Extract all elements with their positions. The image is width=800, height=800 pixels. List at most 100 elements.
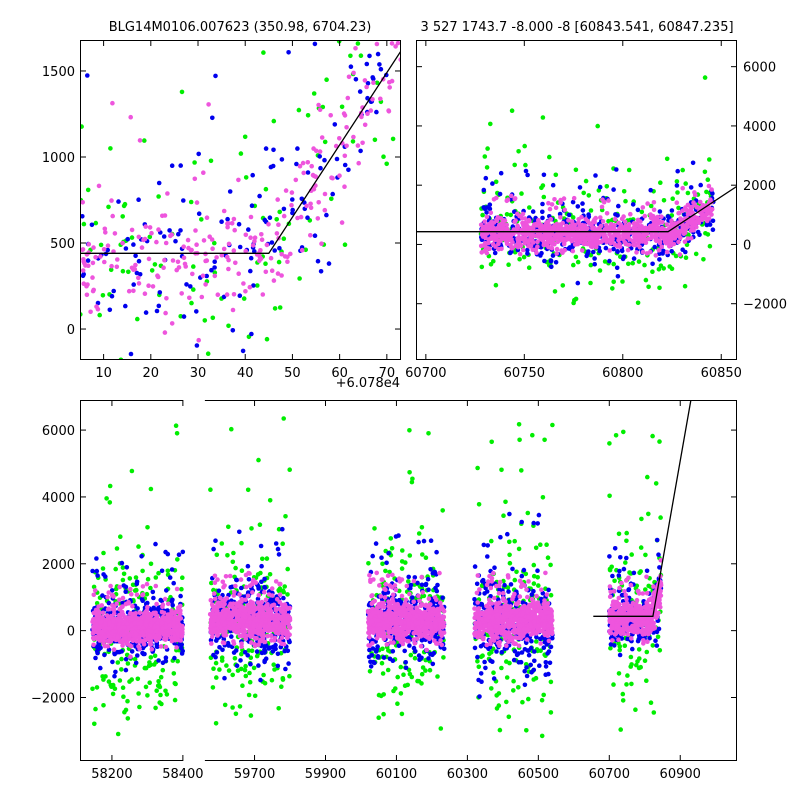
data-point-blue	[499, 650, 505, 655]
data-point-green	[172, 697, 178, 703]
data-point-green	[539, 697, 545, 703]
data-point-blue	[170, 602, 175, 608]
data-point-blue	[498, 534, 503, 540]
data-point-magenta	[586, 220, 592, 226]
data-point-blue	[154, 641, 159, 647]
data-point-magenta	[214, 255, 219, 260]
data-point-blue	[365, 81, 371, 86]
data-point-magenta	[494, 195, 499, 201]
data-point-blue	[137, 272, 143, 277]
data-point-magenta	[285, 254, 290, 260]
data-point-blue	[249, 331, 254, 337]
data-point-magenta	[163, 240, 169, 246]
data-point-magenta	[680, 208, 685, 213]
data-point-green	[420, 665, 426, 670]
data-point-green	[272, 667, 277, 672]
y-tick-label: 4000	[743, 120, 776, 135]
data-point-green	[112, 686, 118, 691]
data-point-magenta	[139, 245, 145, 250]
data-point-green	[642, 658, 648, 663]
data-point-blue	[89, 222, 95, 228]
data-point-blue	[403, 665, 409, 671]
data-point-magenta	[109, 263, 114, 269]
data-point-green	[249, 648, 255, 654]
data-point-green	[115, 660, 121, 665]
data-point-green	[707, 157, 712, 162]
data-point-blue	[419, 582, 425, 588]
data-point-green	[542, 437, 547, 443]
data-point-green	[383, 568, 388, 574]
data-point-green	[575, 259, 581, 265]
data-point-blue	[124, 565, 130, 570]
data-point-green	[540, 115, 546, 120]
data-point-blue	[618, 555, 623, 560]
data-point-blue	[262, 576, 267, 582]
data-point-green	[571, 262, 576, 268]
data-point-blue	[159, 598, 165, 604]
data-point-magenta	[659, 244, 664, 250]
data-point-blue	[305, 215, 310, 220]
data-point-green	[504, 675, 510, 680]
data-point-blue	[615, 274, 621, 279]
data-point-magenta	[704, 218, 710, 224]
data-point-blue	[256, 663, 261, 668]
data-point-magenta	[654, 233, 659, 239]
data-point-green	[399, 559, 405, 564]
data-point-green	[707, 243, 713, 249]
data-point-magenta	[85, 282, 90, 287]
data-point-magenta	[622, 225, 627, 231]
data-point-blue	[488, 594, 493, 599]
data-point-green	[226, 323, 231, 329]
data-point-green	[237, 704, 243, 709]
data-point-blue	[80, 214, 85, 219]
data-point-green	[620, 698, 626, 703]
data-point-magenta	[694, 224, 699, 230]
data-point-magenta	[618, 222, 624, 228]
data-point-blue	[516, 660, 522, 665]
data-point-green	[571, 300, 576, 306]
data-point-magenta	[304, 203, 309, 209]
data-point-magenta	[572, 222, 578, 228]
data-point-blue	[550, 182, 556, 188]
data-point-green	[553, 172, 559, 178]
data-point-magenta	[628, 211, 633, 217]
data-point-blue	[233, 648, 239, 653]
data-point-green	[271, 662, 277, 667]
data-point-magenta	[483, 235, 488, 240]
data-point-blue	[259, 563, 264, 569]
data-point-blue	[248, 255, 254, 261]
data-point-green	[643, 552, 648, 558]
data-point-blue	[330, 191, 336, 197]
data-point-magenta	[200, 273, 206, 279]
data-point-magenta	[633, 233, 638, 238]
data-point-blue	[90, 568, 95, 574]
data-point-blue	[128, 351, 134, 357]
data-point-blue	[267, 215, 273, 220]
data-point-green	[120, 565, 126, 570]
data-point-green	[639, 516, 644, 522]
data-point-magenta	[339, 220, 345, 225]
data-point-green	[506, 714, 512, 720]
data-point-blue	[332, 122, 338, 127]
data-point-magenta	[146, 283, 151, 289]
data-point-green	[232, 656, 238, 661]
data-point-magenta	[626, 222, 632, 227]
data-point-green	[153, 575, 159, 580]
data-point-magenta	[162, 213, 168, 218]
data-point-green	[121, 694, 126, 699]
data-point-green	[547, 154, 552, 160]
data-point-blue	[286, 50, 291, 55]
data-point-blue	[482, 591, 487, 596]
data-point-magenta	[289, 190, 295, 195]
data-point-green	[173, 423, 179, 429]
data-point-magenta	[264, 242, 270, 248]
data-point-green	[108, 267, 114, 273]
data-point-green	[242, 134, 248, 140]
data-point-magenta	[517, 251, 523, 257]
data-point-green	[245, 487, 251, 493]
data-point-magenta	[231, 216, 237, 222]
data-point-blue	[178, 163, 183, 168]
data-point-blue	[374, 109, 379, 115]
data-point-green	[419, 671, 425, 677]
data-point-green	[230, 559, 236, 565]
